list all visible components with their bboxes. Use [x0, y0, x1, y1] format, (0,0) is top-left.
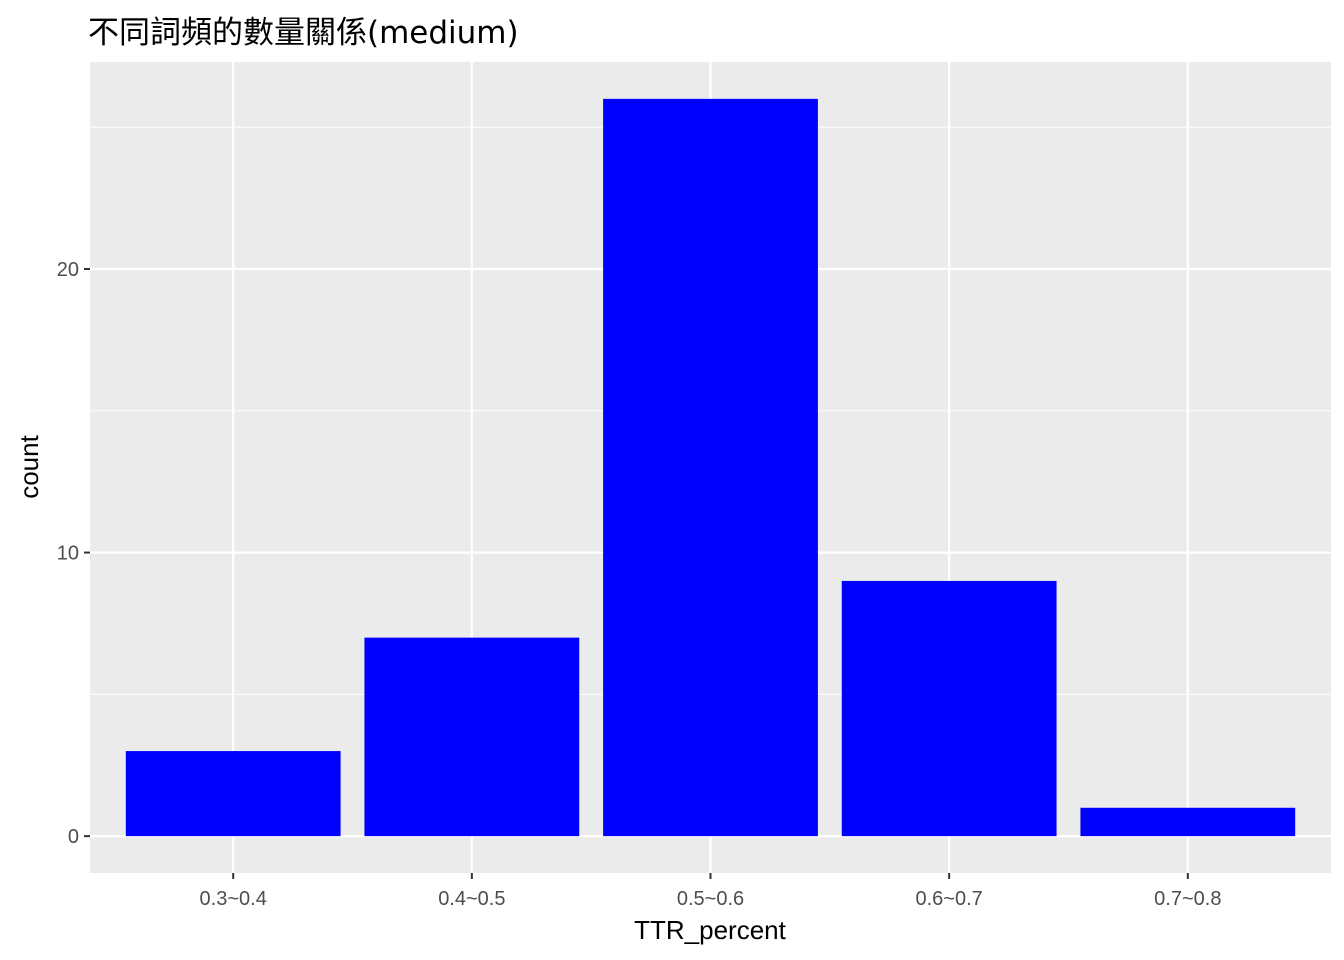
x-tick-label: 0.6~0.7 — [916, 888, 983, 910]
x-tick-label: 0.5~0.6 — [677, 888, 744, 910]
x-tick-label: 0.4~0.5 — [438, 888, 505, 910]
bar-0.4~0.5 — [364, 637, 580, 837]
x-axis-title: TTR_percent — [634, 915, 786, 945]
bars — [125, 98, 1296, 837]
y-tick-label: 20 — [57, 259, 79, 281]
bar-0.5~0.6 — [603, 98, 818, 837]
chart-title: 不同詞頻的數量關係(medium) — [88, 15, 519, 51]
y-axis: 0 10 20 — [57, 259, 90, 848]
bar-0.6~0.7 — [841, 580, 1057, 837]
x-tick-label: 0.3~0.4 — [200, 888, 267, 910]
x-tick-label: 0.7~0.8 — [1154, 888, 1221, 910]
bar-0.3~0.4 — [125, 751, 341, 837]
y-tick-label: 10 — [57, 543, 79, 565]
x-axis: 0.3~0.4 0.4~0.5 0.5~0.6 0.6~0.7 0.7~0.8 — [200, 873, 1221, 910]
y-tick-label: 0 — [68, 826, 79, 848]
bar-0.7~0.8 — [1080, 807, 1296, 837]
y-axis-title: count — [14, 434, 44, 498]
